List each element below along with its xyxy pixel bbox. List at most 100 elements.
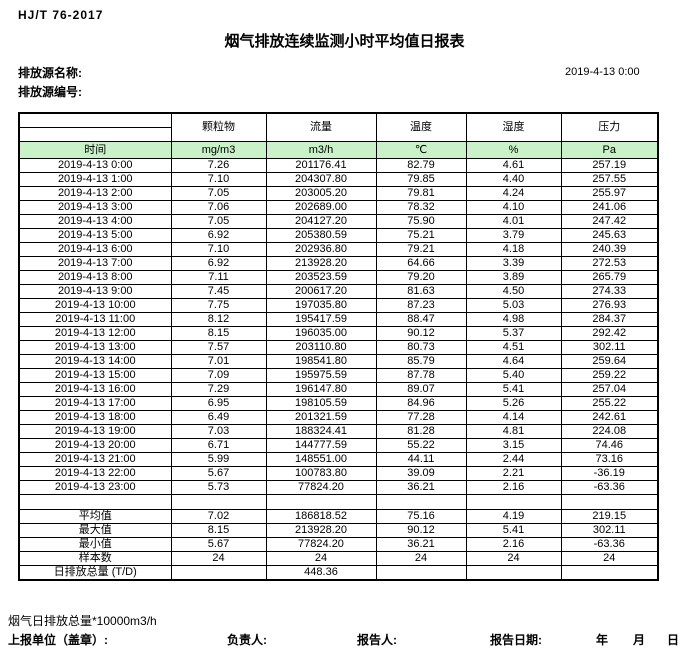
time-cell: 2019-4-13 18:00: [18, 410, 172, 425]
table-row: 2019-4-13 9:00 7.45 200617.20 81.63 4.50 274.…: [18, 284, 659, 299]
value-cell: 247.42: [560, 214, 659, 229]
table-row: 2019-4-13 14:00 7.01 198541.80 85.79 4.64 259…: [18, 354, 659, 369]
summary-row: 最大值 8.15 213928.20 90.12 5.41 302.11: [18, 523, 659, 538]
value-cell: 257.19: [560, 158, 659, 173]
value-cell: 78.32: [375, 200, 467, 215]
value-cell: 7.29: [170, 382, 267, 397]
value-cell: 201176.41: [265, 158, 377, 173]
value-cell: 204307.80: [265, 172, 377, 187]
value-cell: 257.55: [560, 172, 659, 187]
value-cell: 64.66: [375, 256, 467, 271]
value-cell: 85.79: [375, 354, 467, 369]
value-cell: 4.24: [465, 186, 562, 201]
unit-cell-pressure: Pa: [560, 141, 659, 159]
value-cell: -63.36: [560, 537, 659, 552]
value-cell: 203523.59: [265, 270, 377, 285]
value-cell: 90.12: [375, 523, 467, 538]
table-row: 2019-4-13 16:00 7.29 196147.80 89.07 5.41 257…: [18, 382, 659, 397]
value-cell: 4.50: [465, 284, 562, 299]
table-row: 2019-4-13 18:00 6.49 201321.59 77.28 4.14 242…: [18, 410, 659, 425]
value-cell: 4.61: [465, 158, 562, 173]
empty-cell: [560, 494, 659, 510]
value-cell: 84.96: [375, 396, 467, 411]
value-cell: 245.63: [560, 228, 659, 243]
reporter-label: 报告人:: [357, 633, 397, 647]
summary-row: 日排放总量 (T/D) 448.36: [18, 565, 659, 581]
value-cell: 79.85: [375, 172, 467, 187]
value-cell: 4.40: [465, 172, 562, 187]
month-label: 月: [633, 633, 646, 647]
value-cell: 224.08: [560, 424, 659, 439]
time-header-cell: 时间: [18, 141, 172, 159]
value-cell: 144777.59: [265, 438, 377, 453]
time-cell: 2019-4-13 11:00: [18, 312, 172, 327]
value-cell: 203005.20: [265, 186, 377, 201]
table-row: 2019-4-13 21:00 5.99 148551.00 44.11 2.44 73.…: [18, 452, 659, 467]
table-row: 2019-4-13 3:00 7.06 202689.00 78.32 4.10 241.…: [18, 200, 659, 215]
table-row: 2019-4-13 10:00 7.75 197035.80 87.23 5.03 276…: [18, 298, 659, 313]
summary-label-cell: 最小值: [18, 537, 172, 552]
value-cell: 4.14: [465, 410, 562, 425]
summary-row: 样本数 24 24 24 24 24: [18, 551, 659, 566]
value-cell: 24: [375, 551, 467, 566]
column-header-particulate: 颗粒物: [170, 112, 267, 142]
value-cell: 82.79: [375, 158, 467, 173]
value-cell: 259.64: [560, 354, 659, 369]
value-cell: 265.79: [560, 270, 659, 285]
value-cell: 148551.00: [265, 452, 377, 467]
value-cell: 5.41: [465, 523, 562, 538]
value-cell: 77824.20: [265, 537, 377, 552]
value-cell: 5.67: [170, 537, 267, 552]
time-cell: 2019-4-13 4:00: [18, 214, 172, 229]
value-cell: 5.67: [170, 466, 267, 481]
value-cell: 2.21: [465, 466, 562, 481]
time-cell: 2019-4-13 9:00: [18, 284, 172, 299]
value-cell: 255.97: [560, 186, 659, 201]
table-row: 2019-4-13 12:00 8.15 196035.00 90.12 5.37 292…: [18, 326, 659, 341]
value-cell: 203110.80: [265, 340, 377, 355]
value-cell: 284.37: [560, 312, 659, 327]
value-cell: [170, 565, 267, 581]
time-cell: 2019-4-13 20:00: [18, 438, 172, 453]
source-name-label: 排放源名称:: [18, 66, 82, 80]
value-cell: 87.23: [375, 298, 467, 313]
data-rows: 2019-4-13 0:00 7.26 201176.41 82.79 4.61 257.…: [18, 158, 659, 495]
header-row-top: 颗粒物 流量 温度 湿度 压力: [18, 112, 659, 142]
value-cell: 213928.20: [265, 523, 377, 538]
value-cell: 3.79: [465, 228, 562, 243]
value-cell: 4.64: [465, 354, 562, 369]
value-cell: 77824.20: [265, 480, 377, 495]
table-row: 2019-4-13 0:00 7.26 201176.41 82.79 4.61 257.…: [18, 158, 659, 173]
value-cell: 75.21: [375, 228, 467, 243]
column-header-temperature: 温度: [375, 112, 467, 142]
table-row: 2019-4-13 5:00 6.92 205380.59 75.21 3.79 245.…: [18, 228, 659, 243]
unit-cell-particulate: mg/m3: [170, 141, 267, 159]
value-cell: 198541.80: [265, 354, 377, 369]
value-cell: 188324.41: [265, 424, 377, 439]
value-cell: 24: [170, 551, 267, 566]
unit-cell-temperature: ℃: [375, 141, 467, 159]
value-cell: [465, 565, 562, 581]
table-row: 2019-4-13 4:00 7.05 204127.20 75.90 4.01 247.…: [18, 214, 659, 229]
value-cell: 213928.20: [265, 256, 377, 271]
value-cell: 79.20: [375, 270, 467, 285]
total-emission-note: 烟气日排放总量*10000m3/h: [8, 614, 157, 628]
value-cell: [375, 565, 467, 581]
value-cell: 8.15: [170, 326, 267, 341]
value-cell: 274.33: [560, 284, 659, 299]
value-cell: 302.11: [560, 340, 659, 355]
value-cell: 202936.80: [265, 242, 377, 257]
time-cell: 2019-4-13 17:00: [18, 396, 172, 411]
summary-label-cell: 日排放总量 (T/D): [18, 565, 172, 581]
value-cell: 24: [465, 551, 562, 566]
time-cell: 2019-4-13 2:00: [18, 186, 172, 201]
empty-cell: [170, 494, 267, 510]
summary-label-cell: 最大值: [18, 523, 172, 538]
value-cell: -36.19: [560, 466, 659, 481]
value-cell: 77.28: [375, 410, 467, 425]
value-cell: 7.11: [170, 270, 267, 285]
value-cell: 24: [560, 551, 659, 566]
value-cell: 4.81: [465, 424, 562, 439]
value-cell: 36.21: [375, 480, 467, 495]
empty-cell: [265, 494, 377, 510]
